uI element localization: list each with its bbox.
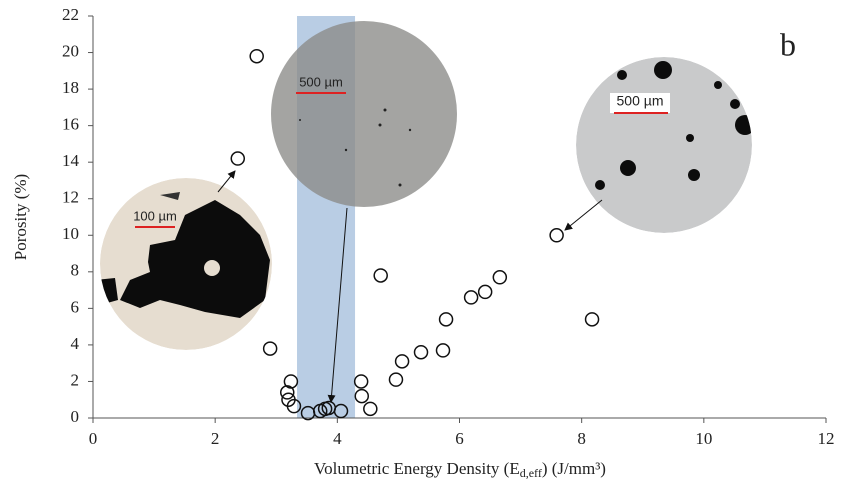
x-axis-label-part: Volumetric Energy Density (E xyxy=(314,459,520,478)
x-tick-label: 6 xyxy=(455,429,464,448)
y-tick-label: 6 xyxy=(71,297,80,316)
y-tick-label: 8 xyxy=(71,261,80,280)
x-tick-label: 4 xyxy=(333,429,342,448)
scale-bar-bg xyxy=(610,93,670,113)
arrow xyxy=(327,207,348,403)
data-point xyxy=(477,284,493,300)
y-tick-label: 4 xyxy=(71,334,80,353)
micrograph-low-energy xyxy=(100,178,272,350)
x-axis-label-sub: d,eff xyxy=(520,466,542,480)
data-point xyxy=(262,341,278,356)
y-tick-label: 0 xyxy=(71,407,80,426)
y-tick-label: 22 xyxy=(62,5,79,24)
scale-bar-label: 500 µm xyxy=(299,74,343,89)
y-tick-label: 18 xyxy=(62,78,79,97)
data-point xyxy=(492,270,508,285)
micrograph-optimal xyxy=(271,21,457,207)
data-point xyxy=(363,401,378,417)
data-point xyxy=(249,48,264,64)
data-point xyxy=(230,151,246,166)
y-tick-label: 14 xyxy=(62,151,80,170)
data-point xyxy=(354,388,370,404)
arrow xyxy=(564,199,603,231)
x-tick-label: 8 xyxy=(577,429,586,448)
data-point xyxy=(394,354,410,369)
y-tick-label: 16 xyxy=(62,115,79,134)
x-tick-label: 2 xyxy=(211,429,220,448)
panel-label: b xyxy=(780,26,796,62)
micrograph-high-energy xyxy=(576,57,752,233)
data-point xyxy=(333,403,349,419)
data-point xyxy=(279,385,295,400)
arrow xyxy=(217,170,236,193)
data-point xyxy=(549,228,564,243)
data-point xyxy=(353,374,369,389)
data-point xyxy=(435,343,451,358)
y-axis-label: Porosity (%) xyxy=(11,174,30,260)
y-tick-label: 12 xyxy=(62,188,79,207)
x-tick-label: 10 xyxy=(695,429,712,448)
y-tick-label: 20 xyxy=(62,41,79,60)
data-point xyxy=(438,312,454,327)
x-axis-label: Volumetric Energy Density (Ed,eff) (J/mm… xyxy=(314,459,606,480)
scale-bar-label: 500 µm xyxy=(617,93,664,109)
y-tick-label: 10 xyxy=(62,224,79,243)
data-point xyxy=(413,344,429,360)
data-point xyxy=(286,398,302,414)
data-point xyxy=(373,268,388,283)
x-tick-label: 0 xyxy=(89,429,98,448)
scale-bar-label: 100 µm xyxy=(133,208,177,223)
data-point xyxy=(584,312,600,327)
x-axis-label-part: ) (J/mm³) xyxy=(542,459,606,478)
x-tick-label: 12 xyxy=(818,429,835,448)
data-point xyxy=(463,290,479,305)
data-point xyxy=(388,372,404,387)
y-tick-label: 2 xyxy=(71,370,80,389)
